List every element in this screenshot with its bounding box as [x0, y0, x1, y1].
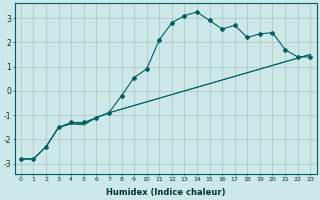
X-axis label: Humidex (Indice chaleur): Humidex (Indice chaleur) [106, 188, 225, 197]
